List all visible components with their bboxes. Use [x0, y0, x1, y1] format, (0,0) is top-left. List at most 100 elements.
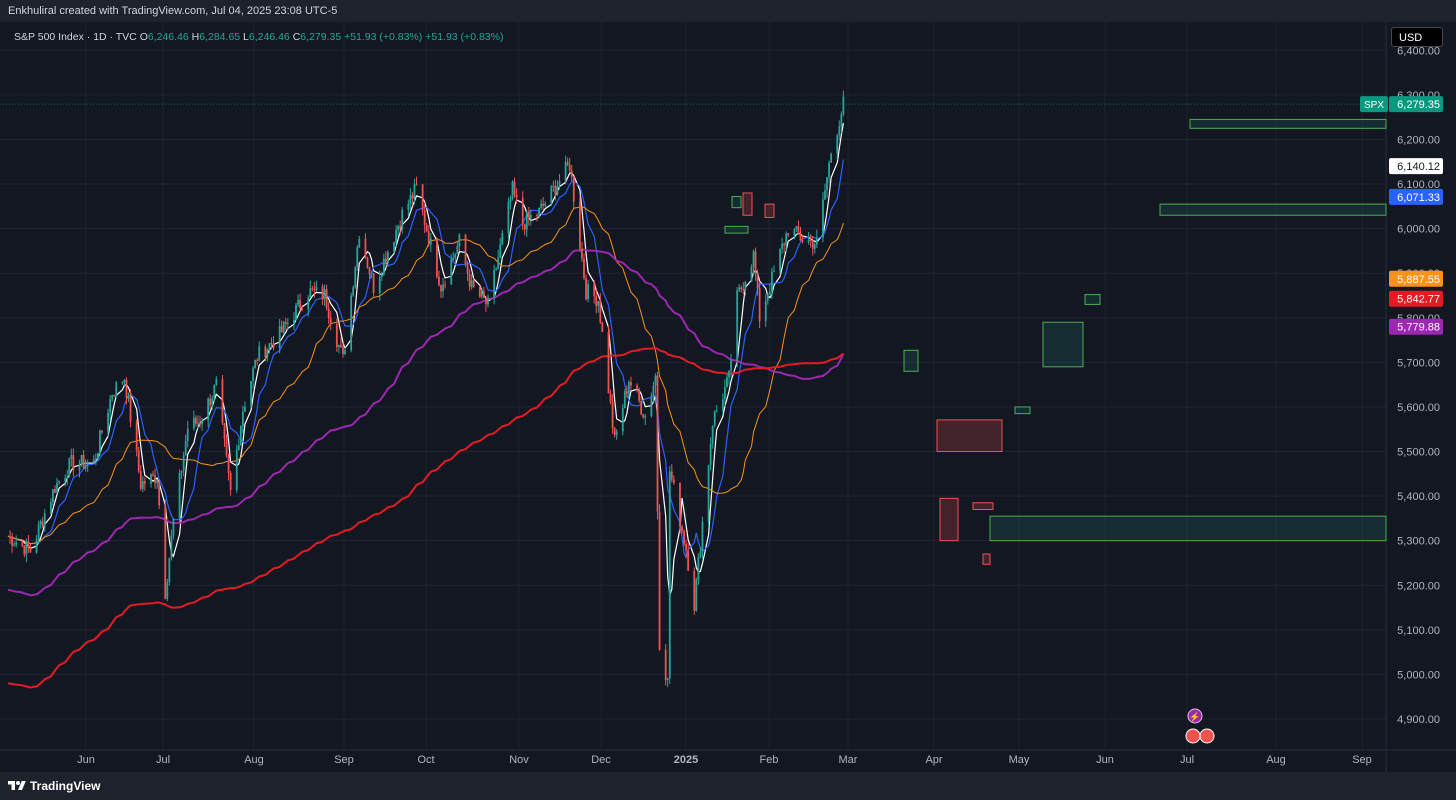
price-label: 6,279.35 — [1397, 99, 1440, 111]
candle-body — [752, 251, 755, 268]
candle-body — [80, 455, 83, 465]
candle-body — [68, 458, 71, 478]
candle-body — [11, 536, 13, 546]
candle-body — [321, 286, 324, 300]
candle-body — [826, 177, 828, 191]
candle-body — [297, 299, 299, 305]
candle-body — [779, 248, 781, 271]
candle-body — [364, 238, 367, 258]
price-label-bg — [1389, 270, 1443, 287]
event-markers[interactable]: ⚡ — [1185, 708, 1215, 744]
candle-body — [595, 295, 598, 306]
price-tick: 5,500.00 — [1397, 447, 1440, 459]
candle-body — [544, 203, 547, 206]
candle-body — [644, 416, 647, 418]
legend-change-2: +51.93 (+0.83%) — [425, 31, 504, 43]
candle-body — [666, 678, 669, 681]
economic-event-icon-1 — [1185, 728, 1201, 744]
candle-body — [387, 252, 389, 263]
symbol-label: SPX — [1364, 100, 1384, 111]
candle-body — [558, 180, 561, 186]
moving-average-line — [7, 206, 844, 545]
candle-body — [685, 543, 688, 551]
candle-body — [207, 398, 210, 421]
price-chart[interactable]: 4,900.00 5,000.00 5,100.00 5,200.00 5,300.00… — [0, 22, 1456, 772]
candle-body — [726, 377, 728, 388]
candle-body — [429, 238, 432, 245]
candle-body — [724, 387, 726, 400]
candle-body — [709, 443, 712, 466]
candle-body — [399, 226, 402, 229]
candle-body — [742, 289, 745, 291]
demand-zone — [989, 515, 1387, 542]
candle-body — [756, 274, 759, 289]
candle-body — [458, 234, 461, 247]
candle-body — [54, 489, 56, 493]
candle-body — [286, 322, 289, 324]
candle-body — [656, 375, 659, 512]
candle-body — [587, 283, 589, 300]
candle-body — [487, 297, 489, 305]
candle-body — [640, 400, 643, 415]
candle-body — [593, 283, 596, 296]
candle-body — [683, 530, 685, 544]
candle-body — [41, 521, 44, 527]
candle-body — [552, 185, 555, 187]
price-axis[interactable]: 4,900.00 5,000.00 5,100.00 5,200.00 5,300.00… — [1397, 45, 1440, 726]
time-tick: May — [1009, 754, 1030, 766]
candle-body — [223, 423, 226, 440]
candle-body — [664, 649, 667, 681]
time-tick: Jul — [1180, 754, 1194, 766]
candle-body — [78, 464, 81, 471]
moving-average-line — [7, 122, 844, 596]
candle-body — [427, 231, 430, 245]
price-tick: 6,200.00 — [1397, 134, 1440, 146]
candle-body — [13, 544, 16, 546]
candle-body — [372, 273, 375, 294]
candle-body — [501, 233, 504, 245]
candle-body — [695, 579, 698, 611]
time-axis[interactable]: Jun Jul Aug Sep Oct Nov Dec 2025 Feb Mar Apr May Jun… — [77, 754, 1372, 766]
candle-body — [824, 190, 826, 200]
candle-body — [213, 385, 216, 399]
candle-body — [25, 541, 28, 555]
candle-body — [344, 350, 346, 355]
candle-body — [642, 414, 645, 418]
candle-body — [421, 184, 424, 211]
candle-body — [785, 233, 788, 246]
candle-body — [70, 455, 73, 459]
candle-body — [568, 164, 571, 171]
candle-body — [507, 202, 510, 234]
moving-average-line — [7, 248, 845, 597]
candle-body — [766, 294, 769, 301]
demand-zone — [731, 196, 742, 209]
candle-body — [278, 325, 281, 348]
time-tick: Sep — [334, 754, 354, 766]
candle-body — [623, 391, 626, 409]
candle-body — [728, 370, 730, 378]
candle-body — [129, 396, 132, 422]
candle-body — [340, 345, 342, 348]
candle-body — [707, 465, 710, 522]
price-tick: 5,100.00 — [1397, 625, 1440, 637]
candle-body — [299, 299, 301, 309]
candle-body — [797, 226, 800, 234]
candle-body — [252, 368, 254, 382]
candle-body — [27, 541, 30, 549]
candle-body — [621, 408, 624, 432]
candle-body — [480, 291, 483, 297]
candle-body — [499, 244, 502, 258]
currency-button[interactable]: USD — [1391, 27, 1443, 47]
price-label: 5,842.77 — [1397, 294, 1440, 306]
candle-body — [380, 274, 383, 278]
candle-body — [525, 212, 528, 230]
candle-body — [168, 557, 171, 582]
demand-zone — [1014, 406, 1031, 415]
candle-body — [615, 431, 618, 435]
candle-body — [325, 289, 328, 309]
candle-body — [84, 464, 87, 469]
candle-body — [21, 542, 24, 546]
zones — [724, 118, 1387, 565]
candle-body — [29, 548, 32, 553]
candle-body — [35, 538, 38, 553]
